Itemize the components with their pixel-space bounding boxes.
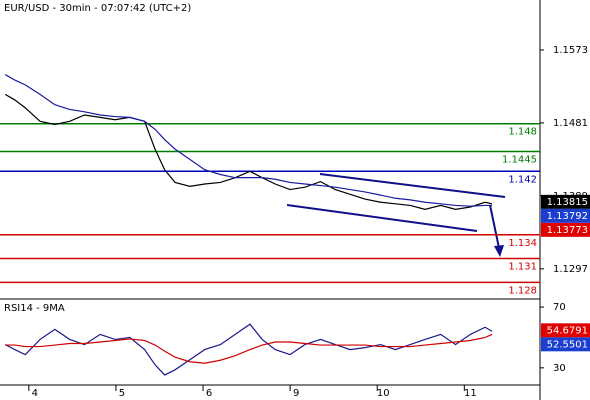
y-tick-label: 70 xyxy=(553,302,566,313)
price-tag xyxy=(541,208,590,223)
rsi-title: RSI14 - 9MA xyxy=(4,303,65,314)
level-label: 1.142 xyxy=(508,174,537,185)
x-tick-label: 10 xyxy=(377,388,390,399)
x-tick-label: 6 xyxy=(206,388,212,399)
chart-title: EUR/USD - 30min - 07:07:42 (UTC+2) xyxy=(4,3,191,14)
level-label: 1.128 xyxy=(508,285,537,296)
series-line xyxy=(4,74,493,207)
price-tag-label: 54.6791 xyxy=(547,325,588,336)
series-line xyxy=(5,333,493,364)
arrow-head xyxy=(494,245,504,257)
level-label: 1.131 xyxy=(508,262,537,273)
forecast-arrow xyxy=(489,204,500,249)
x-tick-label: 5 xyxy=(119,388,125,399)
y-tick-label: 30 xyxy=(553,363,566,374)
price-tag-label: 1.13815 xyxy=(547,197,588,208)
channel-lower xyxy=(286,204,478,232)
x-tick-label: 4 xyxy=(32,388,38,399)
price-tag-label: 52.5501 xyxy=(547,339,588,350)
level-label: 1.148 xyxy=(508,127,537,138)
price-tag xyxy=(541,337,590,352)
y-tick-label: 1.1481 xyxy=(553,118,588,129)
price-tag xyxy=(541,323,590,338)
series-line xyxy=(4,93,493,210)
price-tag xyxy=(541,194,590,209)
x-tick-label: 11 xyxy=(464,388,477,399)
level-label: 1.1445 xyxy=(502,154,537,165)
x-tick-label: 9 xyxy=(293,388,299,399)
price-tag-label: 1.13792 xyxy=(547,211,588,222)
price-tag-label: 1.13773 xyxy=(547,225,588,236)
level-label: 1.134 xyxy=(508,238,537,249)
channel-upper xyxy=(319,173,506,198)
y-tick-label: 1.1573 xyxy=(553,45,588,56)
price-tag xyxy=(541,222,590,237)
y-tick-label: 1.1297 xyxy=(553,264,588,275)
